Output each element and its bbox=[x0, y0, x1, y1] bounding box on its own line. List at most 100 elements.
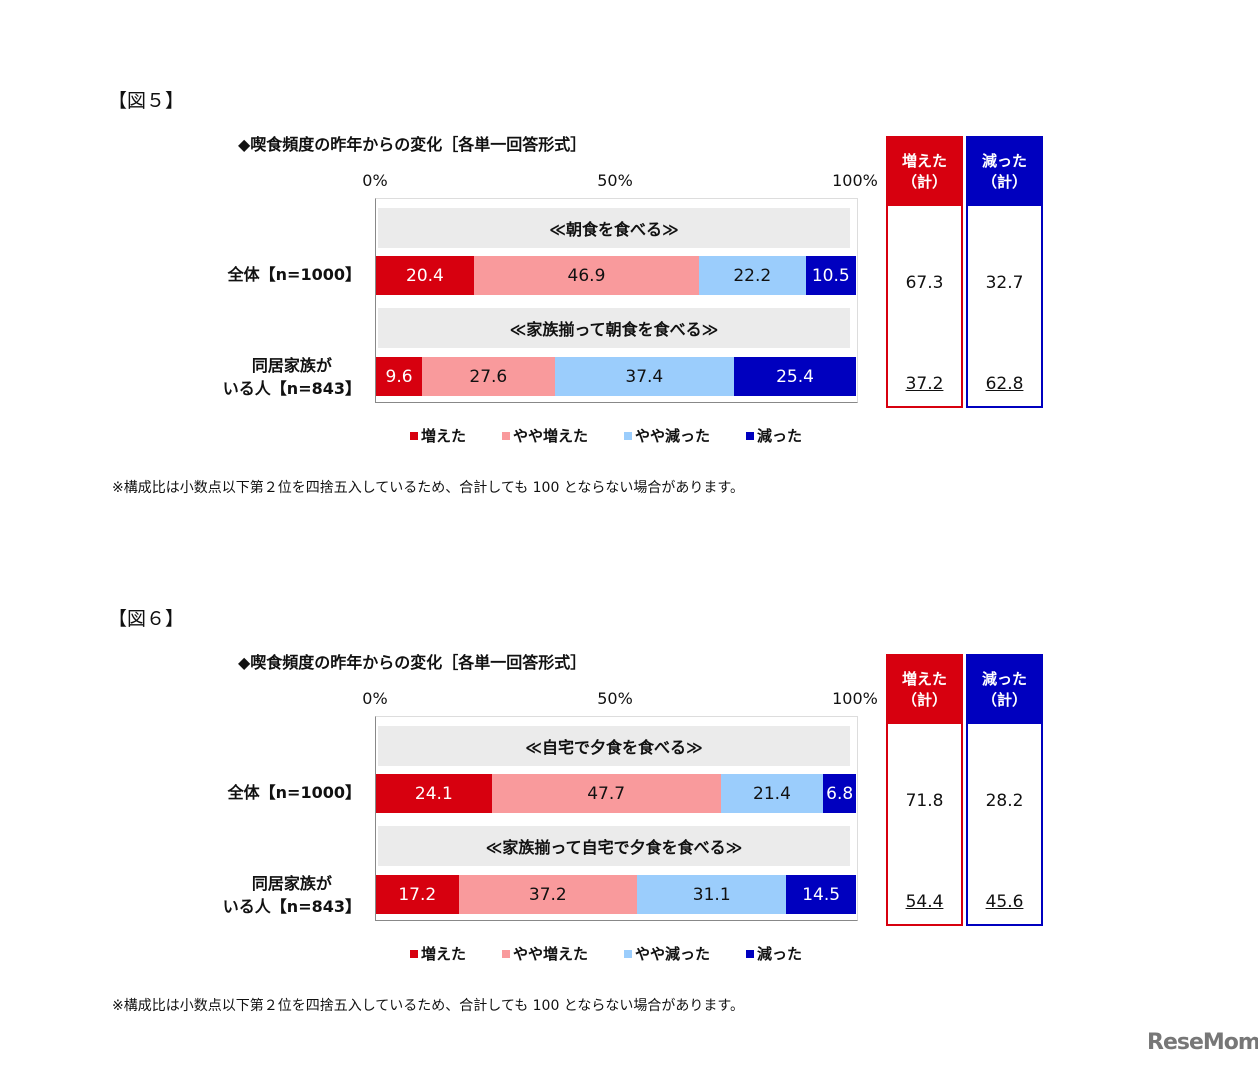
legend: 増えた やや増えた やや減った 減った bbox=[410, 425, 802, 446]
stacked-bar: 9.6 27.6 37.4 25.4 bbox=[376, 357, 856, 396]
footnote: ※構成比は小数点以下第２位を四捨五入しているため、合計しても 100 とならない… bbox=[112, 480, 744, 496]
chart-title: ◆喫食頻度の昨年からの変化［各単一回答形式］ bbox=[238, 135, 587, 154]
summary-header-line: （計） bbox=[901, 691, 947, 709]
x-tick-label: 0% bbox=[362, 689, 388, 708]
plot-area bbox=[375, 198, 858, 403]
bar-segment: 17.2 bbox=[376, 875, 459, 914]
bar-segment: 6.8 bbox=[823, 774, 856, 813]
legend-swatch bbox=[746, 431, 755, 440]
bar-segment: 22.2 bbox=[699, 256, 806, 295]
legend-item: やや減った bbox=[624, 943, 710, 964]
summary-box-increased: 増えた （計） 67.3 37.2 bbox=[886, 136, 963, 408]
legend-label: 増えた bbox=[421, 945, 467, 963]
summary-header-line: （計） bbox=[981, 691, 1027, 709]
bar-segment: 25.4 bbox=[734, 357, 856, 396]
bar-segment: 37.2 bbox=[458, 875, 638, 914]
bar-segment: 21.4 bbox=[720, 774, 824, 813]
bar-segment: 24.1 bbox=[376, 774, 492, 813]
x-tick-label: 50% bbox=[597, 171, 633, 190]
summary-value: 54.4 bbox=[905, 892, 944, 912]
bar-segment: 31.1 bbox=[637, 875, 787, 914]
summary-header-line: 減った bbox=[981, 152, 1027, 170]
bar-segment: 10.5 bbox=[805, 256, 856, 295]
legend-label: やや減った bbox=[635, 427, 711, 445]
legend-swatch bbox=[502, 949, 511, 958]
figure-label: 【図５】 bbox=[108, 90, 185, 112]
bar-segment: 20.4 bbox=[376, 256, 474, 295]
summary-header: 増えた （計） bbox=[888, 656, 961, 724]
legend-label: 減った bbox=[757, 427, 803, 445]
legend-label: やや減った bbox=[635, 945, 711, 963]
summary-header-line: 減った bbox=[981, 670, 1027, 688]
legend: 増えた やや増えた やや減った 減った bbox=[410, 943, 802, 964]
x-tick-label: 100% bbox=[832, 689, 878, 708]
row-label: 同居家族がいる人【n=843】 bbox=[223, 872, 361, 918]
row-label-line: 全体【n=1000】 bbox=[227, 783, 361, 802]
legend-item: やや減った bbox=[624, 425, 710, 446]
summary-header: 減った （計） bbox=[968, 138, 1041, 206]
summary-header: 増えた （計） bbox=[888, 138, 961, 206]
figure-5: 【図５】 ◆喫食頻度の昨年からの変化［各単一回答形式］ 0% 50% 100% ≪朝食を食… bbox=[0, 0, 1258, 518]
x-tick-label: 100% bbox=[832, 171, 878, 190]
row-label-line: いる人【n=843】 bbox=[222, 897, 361, 916]
bar-segment: 46.9 bbox=[473, 256, 700, 295]
legend-label: やや増えた bbox=[513, 427, 589, 445]
legend-label: やや増えた bbox=[513, 945, 589, 963]
legend-swatch bbox=[624, 431, 633, 440]
summary-header-line: （計） bbox=[981, 173, 1027, 191]
row-label-line: 同居家族が bbox=[251, 874, 332, 893]
legend-item: やや増えた bbox=[502, 943, 588, 964]
legend-swatch bbox=[624, 949, 633, 958]
legend-swatch bbox=[502, 431, 511, 440]
summary-box-decreased: 減った （計） 32.7 62.8 bbox=[966, 136, 1043, 408]
summary-value: 67.3 bbox=[905, 273, 944, 293]
bar-segment: 27.6 bbox=[422, 357, 555, 396]
legend-label: 減った bbox=[757, 945, 803, 963]
legend-label: 増えた bbox=[421, 427, 467, 445]
resemom-logo: ReseMom bbox=[1147, 1030, 1258, 1055]
group-band-label: ≪家族揃って自宅で夕食を食べる≫ bbox=[378, 826, 850, 866]
row-label: 同居家族がいる人【n=843】 bbox=[223, 354, 361, 400]
legend-swatch bbox=[746, 949, 755, 958]
legend-item: 増えた bbox=[410, 425, 466, 446]
footnote: ※構成比は小数点以下第２位を四捨五入しているため、合計しても 100 とならない… bbox=[112, 998, 744, 1014]
legend-item: 減った bbox=[746, 425, 802, 446]
bar-segment: 14.5 bbox=[786, 875, 856, 914]
summary-value: 71.8 bbox=[905, 791, 944, 811]
summary-header-line: 増えた bbox=[901, 152, 947, 170]
summary-value: 28.2 bbox=[985, 791, 1024, 811]
summary-value: 45.6 bbox=[985, 892, 1024, 912]
group-band-label: ≪朝食を食べる≫ bbox=[378, 208, 850, 248]
group-band-label: ≪家族揃って朝食を食べる≫ bbox=[378, 308, 850, 348]
bar-segment: 9.6 bbox=[376, 357, 423, 396]
legend-swatch bbox=[410, 431, 418, 440]
x-tick-label: 0% bbox=[362, 171, 388, 190]
legend-swatch bbox=[410, 949, 418, 958]
figure-6: 【図６】 ◆喫食頻度の昨年からの変化［各単一回答形式］ 0% 50% 100% ≪自宅で夕… bbox=[0, 518, 1258, 1036]
legend-item: やや増えた bbox=[502, 425, 588, 446]
bar-segment: 37.4 bbox=[554, 357, 735, 396]
stacked-bar: 20.4 46.9 22.2 10.5 bbox=[376, 256, 856, 295]
summary-value: 62.8 bbox=[985, 374, 1024, 394]
summary-header-line: 増えた bbox=[901, 670, 947, 688]
x-tick-label: 50% bbox=[597, 689, 633, 708]
summary-value: 37.2 bbox=[905, 374, 944, 394]
summary-header: 減った （計） bbox=[968, 656, 1041, 724]
bar-segment: 47.7 bbox=[491, 774, 721, 813]
row-label: 全体【n=1000】 bbox=[228, 263, 361, 286]
summary-box-decreased: 減った （計） 28.2 45.6 bbox=[966, 654, 1043, 926]
stacked-bar: 24.1 47.7 21.4 6.8 bbox=[376, 774, 856, 813]
summary-box-increased: 増えた （計） 71.8 54.4 bbox=[886, 654, 963, 926]
summary-value: 32.7 bbox=[985, 273, 1024, 293]
summary-header-line: （計） bbox=[901, 173, 947, 191]
group-band-label: ≪自宅で夕食を食べる≫ bbox=[378, 726, 850, 766]
chart-title: ◆喫食頻度の昨年からの変化［各単一回答形式］ bbox=[238, 653, 587, 672]
stacked-bar: 17.2 37.2 31.1 14.5 bbox=[376, 875, 856, 914]
legend-item: 減った bbox=[746, 943, 802, 964]
row-label-line: いる人【n=843】 bbox=[222, 379, 361, 398]
row-label-line: 全体【n=1000】 bbox=[227, 265, 361, 284]
row-label: 全体【n=1000】 bbox=[228, 781, 361, 804]
row-label-line: 同居家族が bbox=[251, 356, 332, 375]
legend-item: 増えた bbox=[410, 943, 466, 964]
